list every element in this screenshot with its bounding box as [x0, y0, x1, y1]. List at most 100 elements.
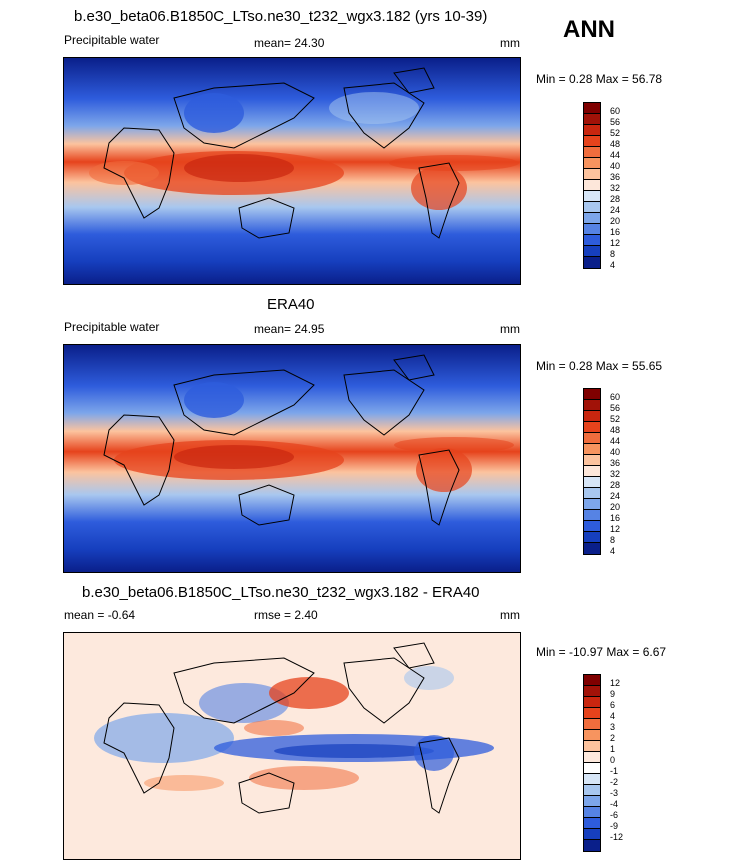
colorbar-tick-label: 36: [610, 172, 621, 182]
colorbar-tick-label: 24: [610, 205, 621, 215]
mean-label: mean= 24.95: [254, 322, 325, 336]
colorbar-tick-label: 60: [610, 392, 621, 402]
mean-label: mean = -0.64: [64, 608, 136, 622]
colorbar-tick-label: 4: [610, 711, 616, 721]
colorbar-swatch: [584, 455, 600, 466]
colorbar-swatch: [584, 114, 600, 125]
colorbar-swatch: [584, 422, 600, 433]
colorbar-tick-label: -3: [610, 788, 619, 798]
colorbar-swatch: [584, 158, 600, 169]
colorbar-tick-label: 28: [610, 194, 621, 204]
colorbar-swatch: [584, 708, 600, 719]
colorbar-tick-label: 12: [610, 524, 621, 534]
colorbar-tick-label: 44: [610, 150, 621, 160]
colorbar-tick-label: 60: [610, 106, 621, 116]
mean-label: mean= 24.30: [254, 36, 325, 50]
colorbar-swatch: [584, 477, 600, 488]
colorbar-tick-label: 3: [610, 722, 616, 732]
colorbar-labels: 60 56 52 48 44 40 36 32 28 24 20 16 12 8 4: [610, 106, 620, 271]
colorbar-labels: 12 9 6 4 3 2 1 0 -1 -2 -3 -4 -6 -9 -12: [610, 678, 623, 843]
colorbar-swatch: [584, 796, 600, 807]
colorbar-swatch: [584, 829, 600, 840]
colorbar-tick-label: 32: [610, 183, 621, 193]
colorbar-tick-label: 9: [610, 689, 616, 699]
colorbar-swatch: [584, 235, 600, 246]
minmax-label: Min = 0.28 Max = 55.65: [536, 359, 663, 373]
colorbar-tick-label: -1: [610, 766, 619, 776]
colorbar-tick-label: 16: [610, 227, 621, 237]
difference-map: [63, 632, 521, 860]
colorbar-swatch: [584, 191, 600, 202]
minmax-label: Min = -10.97 Max = 6.67: [536, 645, 667, 659]
units-label: mm: [500, 322, 520, 336]
units-label: mm: [500, 608, 520, 622]
colorbar-tick-label: 2: [610, 733, 616, 743]
colorbar-tick-label: 56: [610, 117, 621, 127]
units-label: mm: [500, 36, 520, 50]
colorbar-tick-label: 1: [610, 744, 616, 754]
colorbar-swatch: [584, 103, 600, 114]
colorbar-tick-label: 4: [610, 546, 616, 556]
colorbar-swatch: [584, 752, 600, 763]
colorbar-tick-label: 28: [610, 480, 621, 490]
colorbar-swatch: [584, 136, 600, 147]
colorbar-swatch: [584, 774, 600, 785]
colorbar-swatch: [584, 719, 600, 730]
colorbar-tick-label: 16: [610, 513, 621, 523]
variable-label: Precipitable water: [64, 320, 160, 334]
colorbar-tick-label: 40: [610, 447, 621, 457]
colorbar-swatch: [584, 741, 600, 752]
colorbar-tick-label: 32: [610, 469, 621, 479]
colorbar-swatch: [584, 532, 600, 543]
precipitable-water-map: [63, 344, 521, 573]
colorbar-swatch: [584, 224, 600, 235]
colorbar-swatch: [584, 785, 600, 796]
colorbar-swatch: [584, 818, 600, 829]
colorbar-tick-label: -6: [610, 810, 619, 820]
colorbar-swatch: [584, 466, 600, 477]
colorbar-tick-label: 48: [610, 425, 621, 435]
colorbar-tick-label: 24: [610, 491, 621, 501]
colorbar-tick-label: 44: [610, 436, 621, 446]
colorbar-tick-label: 6: [610, 700, 616, 710]
colorbar-tick-label: 20: [610, 502, 621, 512]
colorbar-swatch: [584, 202, 600, 213]
colorbar-swatch: [584, 510, 600, 521]
colorbar-tick-label: 8: [610, 249, 616, 259]
colorbar-labels: 60 56 52 48 44 40 36 32 28 24 20 16 12 8 4: [610, 392, 620, 557]
colorbar-swatch: [584, 807, 600, 818]
colorbar-tick-label: 0: [610, 755, 616, 765]
colorbar-swatch: [584, 169, 600, 180]
colorbar-swatch: [584, 180, 600, 191]
colorbar-swatch: [584, 488, 600, 499]
colorbar-swatch: [584, 444, 600, 455]
colorbar-swatch: [584, 763, 600, 774]
colorbar-swatch: [584, 213, 600, 224]
colorbar-tick-label: -4: [610, 799, 619, 809]
panel-title: ERA40: [267, 296, 315, 313]
colorbar-swatch: [584, 521, 600, 532]
colorbar-tick-label: 48: [610, 139, 621, 149]
colorbar-tick-label: 52: [610, 128, 621, 138]
colorbar-swatch: [584, 499, 600, 510]
colorbar-swatch: [584, 675, 600, 686]
colorbar: [583, 102, 601, 269]
colorbar-tick-label: -12: [610, 832, 624, 842]
colorbar-tick-label: 12: [610, 678, 621, 688]
colorbar-swatch: [584, 686, 600, 697]
precipitable-water-map: [63, 57, 521, 285]
colorbar-tick-label: 8: [610, 535, 616, 545]
colorbar-swatch: [584, 730, 600, 741]
colorbar-tick-label: 4: [610, 260, 616, 270]
colorbar-tick-label: 20: [610, 216, 621, 226]
colorbar: [583, 388, 601, 555]
colorbar-tick-label: -9: [610, 821, 619, 831]
colorbar-tick-label: 36: [610, 458, 621, 468]
minmax-label: Min = 0.28 Max = 56.78: [536, 72, 663, 86]
colorbar-tick-label: 40: [610, 161, 621, 171]
colorbar: [583, 674, 601, 852]
colorbar-tick-label: 12: [610, 238, 621, 248]
panel-title: b.e30_beta06.B1850C_LTso.ne30_t232_wgx3.…: [82, 584, 480, 601]
variable-label: Precipitable water: [64, 33, 160, 47]
colorbar-swatch: [584, 246, 600, 257]
